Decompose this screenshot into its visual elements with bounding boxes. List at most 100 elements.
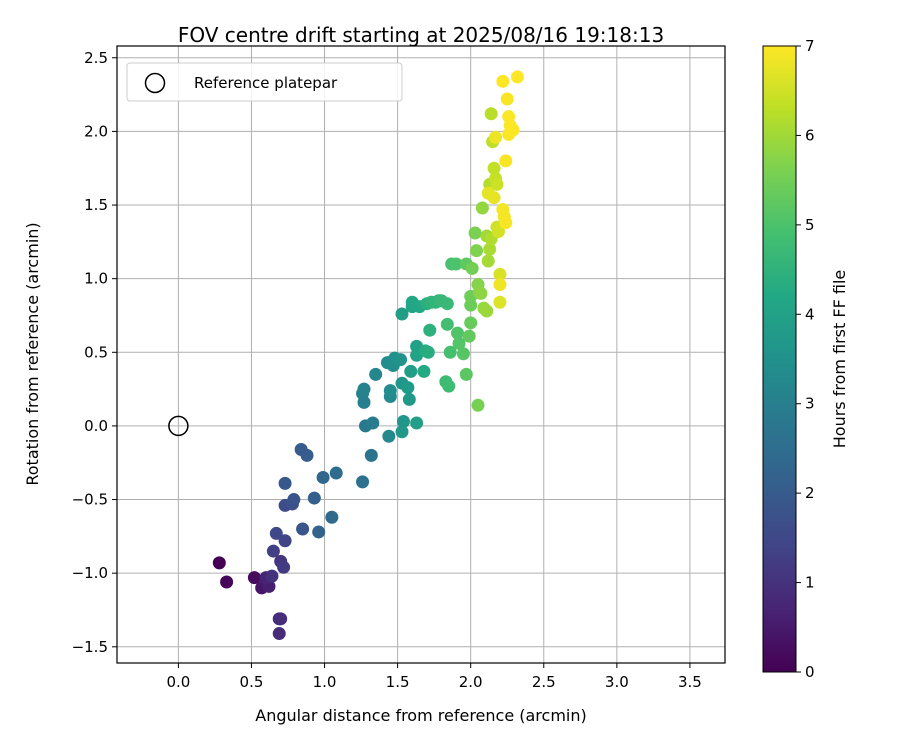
- data-point: [383, 384, 397, 398]
- y-axis-ticks: −1.5 −1.0 −0.5 0.0 0.5 1.0 1.5 2.0 2.5: [72, 49, 117, 656]
- data-point: [417, 364, 431, 378]
- data-point: [421, 345, 435, 359]
- colorbar-tick-label: 7: [805, 37, 815, 55]
- data-point: [499, 216, 513, 230]
- x-tick-label: 3.5: [678, 673, 702, 691]
- x-axis-label: Angular distance from reference (arcmin): [255, 706, 586, 725]
- plot-frame: [116, 45, 726, 664]
- data-point: [484, 107, 498, 121]
- data-point: [451, 326, 465, 340]
- data-point: [449, 257, 463, 271]
- x-tick-label: 1.5: [386, 673, 410, 691]
- colorbar-tick-label: 6: [805, 126, 815, 144]
- x-tick-label: 0.5: [240, 673, 264, 691]
- data-point: [382, 429, 396, 443]
- data-point: [357, 382, 371, 396]
- y-tick-label: −1.5: [72, 638, 108, 656]
- x-axis-ticks: 0.0 0.5 1.0 1.5 2.0 2.5 3.0 3.5: [166, 663, 702, 691]
- colorbar-tick-label: 5: [805, 216, 815, 234]
- data-point: [274, 612, 288, 626]
- colorbar-tick-label: 3: [805, 395, 815, 413]
- data-point: [423, 323, 437, 337]
- data-point: [474, 286, 488, 300]
- data-point: [490, 177, 504, 191]
- data-point: [487, 161, 501, 175]
- data-point: [329, 466, 343, 480]
- data-point: [493, 295, 507, 309]
- colorbar-tick-label: 0: [805, 663, 815, 681]
- data-point: [395, 307, 409, 321]
- colorbar-tick-label: 2: [805, 484, 815, 502]
- data-point: [493, 267, 507, 281]
- chart-title: FOV centre drift starting at 2025/08/16 …: [178, 23, 664, 47]
- data-point: [269, 526, 283, 540]
- data-point: [465, 261, 479, 275]
- y-tick-label: −1.0: [72, 564, 108, 582]
- data-point: [470, 244, 484, 258]
- data-point: [220, 575, 234, 589]
- y-tick-label: 0.5: [84, 343, 108, 361]
- data-point: [443, 345, 457, 359]
- y-tick-label: 0.0: [84, 417, 108, 435]
- data-point: [475, 201, 489, 215]
- data-point: [404, 364, 418, 378]
- colorbar-tick-label: 1: [805, 574, 815, 592]
- data-point: [325, 510, 339, 524]
- data-point: [506, 123, 520, 137]
- data-point: [456, 347, 470, 361]
- data-point: [491, 225, 505, 239]
- data-point: [462, 329, 476, 343]
- data-point: [452, 336, 466, 350]
- data-point: [489, 130, 503, 144]
- data-point: [278, 476, 292, 490]
- data-point: [366, 416, 380, 430]
- x-tick-label: 0.0: [166, 673, 190, 691]
- data-point: [493, 278, 507, 292]
- data-point: [483, 242, 497, 256]
- y-tick-label: 2.0: [84, 122, 108, 140]
- data-point: [300, 448, 314, 462]
- data-point: [278, 534, 292, 548]
- reference-marker: [168, 415, 189, 437]
- data-point: [277, 560, 291, 574]
- data-point: [510, 70, 524, 84]
- legend-marker: [144, 72, 166, 94]
- data-point: [272, 627, 286, 641]
- colorbar-label: Hours from first FF file: [830, 270, 849, 449]
- data-point: [247, 571, 261, 585]
- data-point: [265, 569, 279, 583]
- data-point: [369, 367, 383, 381]
- data-point: [287, 493, 301, 507]
- data-point: [296, 522, 310, 536]
- data-point: [266, 544, 280, 558]
- legend-box: [126, 62, 403, 102]
- data-point: [395, 425, 409, 439]
- data-point: [307, 491, 321, 505]
- data-point: [356, 475, 370, 489]
- y-tick-label: 2.5: [84, 49, 108, 67]
- data-point: [487, 191, 501, 205]
- x-tick-label: 2.5: [532, 673, 556, 691]
- data-point: [316, 470, 330, 484]
- data-point: [212, 556, 226, 570]
- data-point: [440, 297, 454, 311]
- x-tick-label: 3.0: [605, 673, 629, 691]
- points-layer: [212, 70, 524, 641]
- data-point: [312, 525, 326, 539]
- colorbar-gradient: [762, 45, 797, 673]
- data-point: [459, 367, 473, 381]
- legend-entry-reference: Reference platepar: [194, 74, 338, 92]
- y-axis-label: Rotation from reference (arcmin): [23, 222, 42, 485]
- colorbar: 0 1 2 3 4 5 6 7 Hours from first FF file: [762, 37, 849, 681]
- y-tick-label: −0.5: [72, 491, 108, 509]
- colorbar-ticks: 0 1 2 3 4 5 6 7: [796, 37, 815, 681]
- x-tick-label: 2.0: [459, 673, 483, 691]
- data-point: [440, 317, 454, 331]
- data-point: [500, 92, 514, 106]
- data-point: [471, 398, 485, 412]
- data-point: [394, 353, 408, 367]
- data-point: [442, 379, 456, 393]
- data-point: [402, 392, 416, 406]
- data-point: [480, 304, 494, 318]
